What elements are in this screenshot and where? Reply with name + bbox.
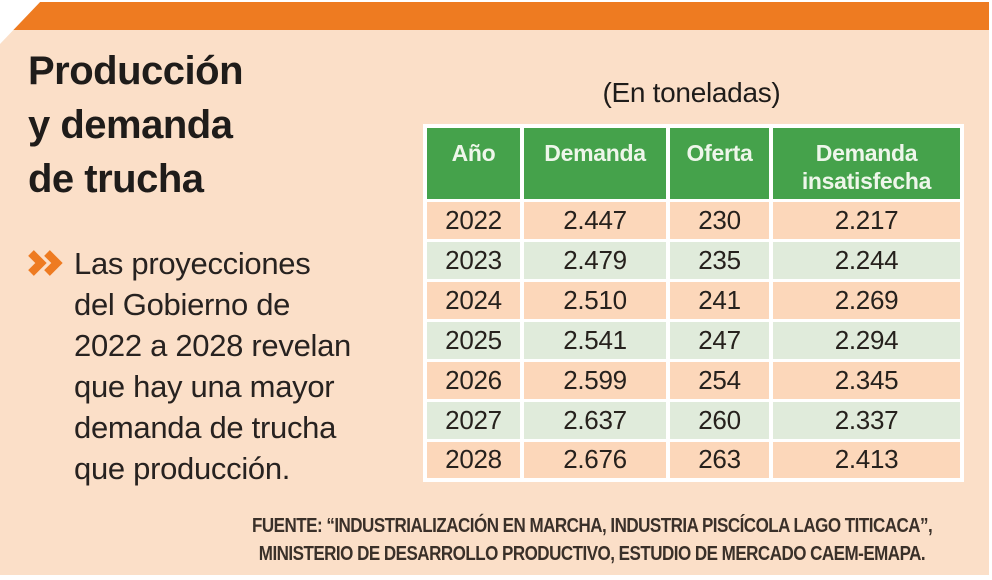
corner-notch-decoration (0, 0, 42, 44)
table-header-row: Año Demanda Oferta Demanda insatisfecha (423, 124, 964, 202)
table-cell: 2023 (423, 238, 524, 282)
table-cell: 2.294 (769, 318, 964, 362)
table-cell: 2025 (423, 318, 524, 362)
table-cell: 2.479 (520, 238, 670, 282)
table-cell: 2.676 (520, 438, 670, 482)
table-cell: 230 (666, 198, 773, 242)
table-cell: 2.510 (520, 278, 670, 322)
table-cell: 254 (666, 358, 773, 402)
table-row: 2023 2.479 235 2.244 (423, 238, 964, 282)
table-cell: 2.541 (520, 318, 670, 362)
table-row: 2022 2.447 230 2.217 (423, 198, 964, 242)
table-cell: 235 (666, 238, 773, 282)
table-cell: 2.269 (769, 278, 964, 322)
production-demand-table: Año Demanda Oferta Demanda insatisfecha … (423, 124, 964, 482)
table-cell: 263 (666, 438, 773, 482)
table-cell: 2022 (423, 198, 524, 242)
table-cell: 2.637 (520, 398, 670, 442)
table-cell: 2026 (423, 358, 524, 402)
table-cell: 247 (666, 318, 773, 362)
page-title: Producción y demanda de trucha (28, 44, 388, 206)
page-title-line: de trucha (28, 157, 204, 201)
column-header-demand: Demanda (520, 124, 670, 202)
table-cell: 241 (666, 278, 773, 322)
table-cell: 2028 (423, 438, 524, 482)
table-row: 2026 2.599 254 2.345 (423, 358, 964, 402)
table-cell: 2.447 (520, 198, 670, 242)
table-body: 2022 2.447 230 2.217 2023 2.479 235 2.244 2024 2.… (423, 198, 964, 482)
top-accent-bar (0, 2, 989, 30)
table-cell: 2.345 (769, 358, 964, 402)
double-chevron-icon (27, 250, 65, 281)
table-cell: 2024 (423, 278, 524, 322)
column-header-unmet-demand: Demanda insatisfecha (769, 124, 964, 202)
table-row: 2027 2.637 260 2.337 (423, 398, 964, 442)
page-title-line: y demanda (28, 103, 233, 147)
table-cell: 2027 (423, 398, 524, 442)
table-row: 2025 2.541 247 2.294 (423, 318, 964, 362)
intro-line: demanda de trucha (74, 410, 337, 445)
intro-line: 2022 a 2028 revelan (74, 328, 351, 363)
intro-paragraph: Las proyecciones del Gobierno de 2022 a … (74, 243, 414, 489)
table-cell: 2.599 (520, 358, 670, 402)
column-header-supply: Oferta (666, 124, 773, 202)
intro-line: que producción. (74, 451, 291, 486)
table-cell: 2.217 (769, 198, 964, 242)
source-note: FUENTE: “INDUSTRIALIZACIÓN EN MARCHA, IN… (167, 512, 992, 568)
column-header-year: Año (423, 124, 524, 202)
intro-line: Las proyecciones (74, 246, 311, 281)
source-line: FUENTE: “INDUSTRIALIZACIÓN EN MARCHA, IN… (251, 515, 933, 537)
table-row: 2028 2.676 263 2.413 (423, 438, 964, 482)
page-title-line: Producción (28, 49, 244, 93)
intro-line: del Gobierno de (74, 287, 291, 322)
table-row: 2024 2.510 241 2.269 (423, 278, 964, 322)
table-cell: 2.413 (769, 438, 964, 482)
table-cell: 2.244 (769, 238, 964, 282)
table-cell: 260 (666, 398, 773, 442)
table-cell: 2.337 (769, 398, 964, 442)
intro-line: que hay una mayor (74, 369, 335, 404)
table-units-subtitle: (En toneladas) (602, 77, 781, 108)
source-line: MINISTERIO DE DESARROLLO PRODUCTIVO, EST… (258, 543, 926, 565)
